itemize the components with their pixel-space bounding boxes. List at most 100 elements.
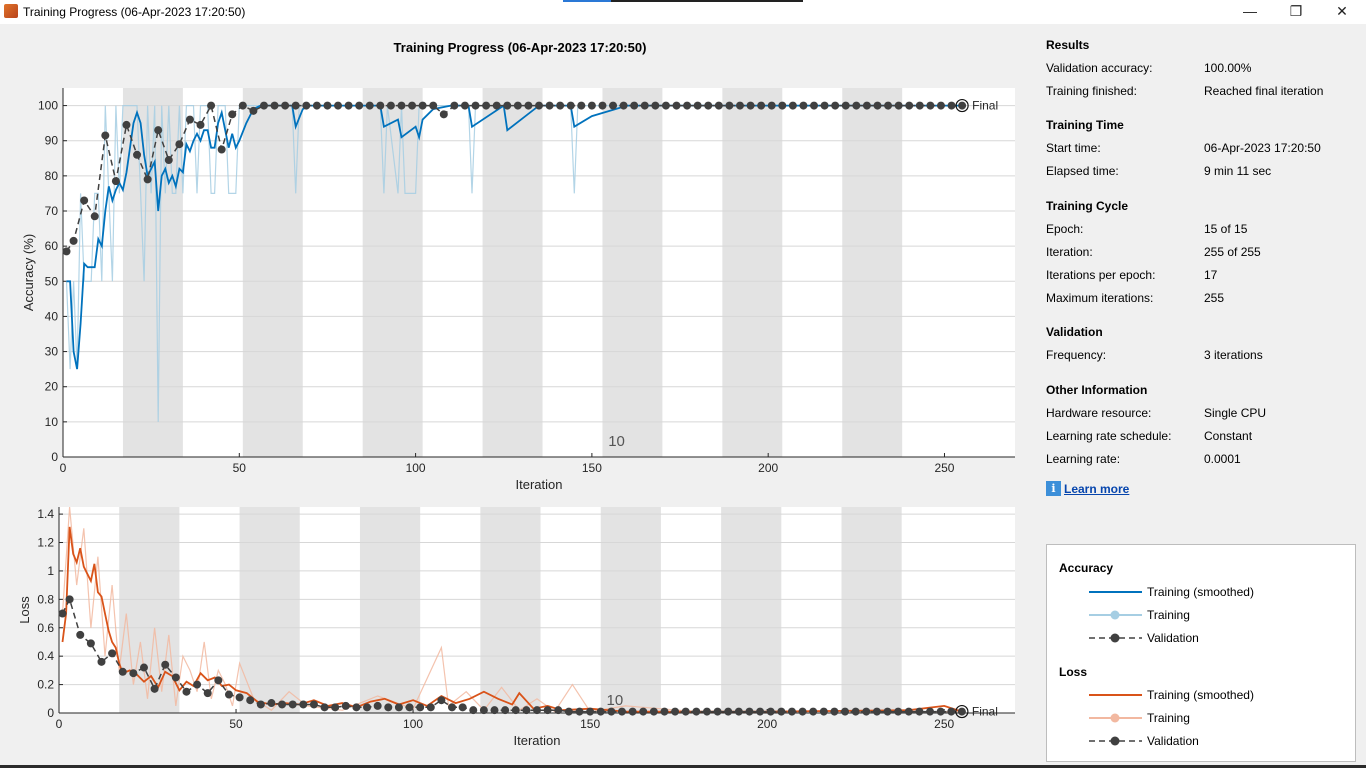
window-titlebar: Training Progress (06-Apr-2023 17:20:50)…: [0, 0, 1366, 24]
y-axis-label: Loss: [17, 596, 32, 624]
validation-point: [714, 101, 723, 110]
validation-point: [513, 101, 522, 110]
y-tick-label: 80: [45, 169, 59, 183]
validation-point: [256, 700, 265, 709]
validation-point: [405, 703, 414, 712]
iteration-value: 255 of 255: [1204, 245, 1261, 259]
validation-point: [883, 707, 892, 716]
x-tick-label: 0: [56, 717, 63, 731]
y-tick-label: 50: [45, 274, 59, 288]
validation-point: [554, 706, 563, 715]
validation-point: [448, 703, 457, 712]
validation-point: [767, 101, 776, 110]
validation-point: [936, 101, 945, 110]
validation-point: [894, 707, 903, 716]
validation-point: [373, 701, 382, 710]
validation-point: [363, 703, 372, 712]
epoch-band-6: [842, 88, 903, 457]
validation-point: [575, 707, 584, 716]
x-tick-label: 100: [403, 717, 423, 731]
x-tick-label: 150: [582, 461, 602, 475]
validation-point: [270, 101, 279, 110]
validation-point: [228, 110, 237, 119]
validation-point: [376, 101, 385, 110]
validation-point: [501, 706, 510, 715]
validation-point: [915, 101, 924, 110]
y-tick-label: 0: [47, 706, 54, 720]
x-tick-label: 50: [233, 461, 247, 475]
learn-more: i Learn more: [1046, 481, 1130, 497]
validation-point: [798, 707, 807, 716]
validation-point: [587, 101, 596, 110]
x-tick-label: 250: [934, 461, 954, 475]
validation-point: [556, 101, 565, 110]
y-tick-label: 90: [45, 134, 59, 148]
close-button[interactable]: ✕: [1336, 3, 1348, 19]
epoch-marker-label: 10: [607, 692, 624, 709]
validation-point: [352, 703, 361, 712]
accuracy-chart: 0 10 20 30 40 50 60 70 80 90 100 0 50 100 150 200 250 Ite…: [21, 88, 1015, 492]
validation-point: [471, 101, 480, 110]
validation-point: [235, 693, 244, 702]
elapsed-time-value: 9 min 11 sec: [1204, 164, 1272, 178]
start-time-label: Start time:: [1046, 141, 1101, 155]
validation-point: [873, 101, 882, 110]
y-tick-label: 1.2: [37, 536, 54, 550]
validation-point: [416, 703, 425, 712]
maximize-button[interactable]: ❐: [1289, 3, 1303, 19]
validation-point: [619, 101, 628, 110]
legend-acc-training-marker: [1110, 610, 1120, 620]
epoch-band-5: [721, 507, 782, 713]
epoch-marker-label: 10: [608, 433, 625, 450]
validation-point: [799, 101, 808, 110]
validation-point: [334, 101, 343, 110]
training-smoothed-line: [61, 526, 963, 713]
training-time-heading: Training Time: [1046, 118, 1124, 132]
validation-point: [609, 101, 618, 110]
validation-point: [683, 101, 692, 110]
validation-point: [681, 707, 690, 716]
validation-point: [150, 684, 159, 693]
window-title: Training Progress (06-Apr-2023 17:20:50): [23, 5, 246, 19]
validation-point: [756, 707, 765, 716]
elapsed-time-label: Elapsed time:: [1046, 164, 1119, 178]
lr-schedule-value: Constant: [1204, 429, 1253, 443]
x-tick-label: 250: [934, 717, 954, 731]
validation-point: [408, 101, 417, 110]
validation-point: [203, 689, 212, 698]
validation-point: [884, 101, 893, 110]
legend-swatches: [1089, 591, 1142, 746]
learn-more-link[interactable]: Learn more: [1064, 481, 1130, 496]
validation-point: [196, 120, 205, 129]
validation-point: [193, 680, 202, 689]
validation-point: [58, 609, 67, 618]
validation-point: [154, 126, 163, 135]
validation-point: [111, 177, 120, 186]
epoch-band-5: [722, 88, 783, 457]
validation-point: [341, 701, 350, 710]
validation-point: [671, 707, 680, 716]
validation-point: [355, 101, 364, 110]
validation-point: [702, 707, 711, 716]
validation-point: [704, 101, 713, 110]
validation-point: [586, 707, 595, 716]
validation-point: [660, 707, 669, 716]
validation-point: [640, 101, 649, 110]
training-finished-value: Reached final iteration: [1204, 84, 1324, 98]
validation-point: [492, 101, 501, 110]
validation-point: [958, 101, 967, 110]
legend-acc-validation-label: Validation: [1147, 631, 1199, 645]
plot-title: Training Progress (06-Apr-2023 17:20:50): [393, 40, 647, 55]
validation-point: [62, 247, 71, 256]
validation-point: [281, 101, 290, 110]
validation-point: [577, 101, 586, 110]
validation-point: [746, 101, 755, 110]
validation-point: [129, 669, 138, 678]
validation-point: [851, 707, 860, 716]
y-tick-label: 0.2: [37, 678, 54, 692]
validation-point: [175, 140, 184, 149]
x-axis-label: Iteration: [514, 733, 561, 748]
validation-point: [543, 706, 552, 715]
minimize-button[interactable]: —: [1243, 3, 1257, 19]
title-progress-strip: [563, 0, 803, 2]
